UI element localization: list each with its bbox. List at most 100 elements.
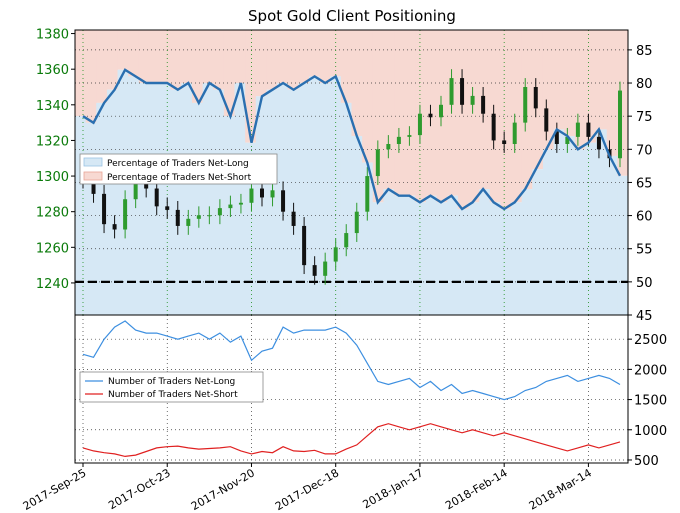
legend-box: [79, 153, 278, 185]
candle: [196, 215, 201, 219]
net-long-band: [213, 89, 225, 316]
candle: [533, 87, 538, 109]
candle: [123, 199, 128, 230]
net-short-band: [245, 30, 257, 143]
pct-tick-label: 70: [636, 143, 653, 158]
net-long-band: [489, 202, 501, 315]
net-short-band: [75, 30, 87, 117]
net-long-band: [617, 175, 629, 315]
pct-tick-label: 55: [636, 243, 653, 258]
net-short-band: [532, 30, 544, 170]
candle: [302, 225, 307, 266]
net-short-band: [287, 30, 299, 90]
net-long-band: [117, 69, 129, 315]
net-long-band: [138, 83, 150, 315]
net-short-band: [96, 30, 108, 103]
net-short-band: [202, 30, 214, 84]
net-short-band: [106, 30, 119, 90]
net-short-band: [372, 30, 384, 203]
candle: [281, 190, 286, 212]
net-short-band: [160, 30, 172, 84]
candle: [91, 179, 96, 194]
price-tick-label: 1240: [36, 277, 69, 292]
candle: [449, 78, 454, 105]
price-tick-label: 1320: [36, 134, 69, 149]
price-tick-label: 1260: [36, 241, 69, 256]
net-long-band: [457, 208, 469, 315]
net-long-band: [425, 195, 438, 315]
net-long-band: [447, 195, 459, 315]
candle: [154, 188, 159, 207]
candle: [133, 181, 138, 200]
count-tick-label: 1500: [634, 394, 667, 409]
candle: [428, 113, 433, 118]
net-short-band: [138, 30, 150, 84]
net-short-band: [585, 30, 597, 143]
net-long-band: [245, 142, 257, 315]
net-long-band: [404, 195, 416, 315]
net-long-band: [298, 83, 310, 315]
net-long-band: [436, 202, 448, 315]
net-short-band: [181, 30, 193, 84]
candle: [470, 95, 475, 105]
x-tick-label: 2018-Mar-14: [527, 466, 594, 512]
count-tick-label: 2000: [634, 363, 667, 378]
net-long-band: [500, 208, 512, 315]
candle: [291, 211, 296, 226]
net-short-band: [447, 30, 459, 196]
chart-title: Spot Gold Client Positioning: [248, 7, 456, 25]
candle: [270, 190, 275, 198]
net-short-band: [351, 30, 363, 137]
pct-tick-label: 85: [636, 44, 653, 59]
net-short-band: [617, 30, 629, 176]
net-short-band: [553, 30, 565, 130]
candle: [491, 113, 496, 141]
x-axis-tick-labels: 2017-Sep-25 2017-Oct-23 2017-Nov-20 2017-De…: [21, 463, 594, 513]
candle: [344, 233, 349, 248]
count-tick-label: 1000: [634, 424, 667, 439]
price-tick-label: 1380: [36, 28, 69, 43]
candle: [165, 206, 170, 210]
net-long-band: [340, 102, 352, 315]
candle: [144, 181, 149, 189]
legend-swatch-net-short: [83, 171, 103, 181]
candle: [375, 149, 380, 177]
candle: [596, 136, 601, 150]
net-short-band: [383, 30, 395, 190]
candle: [544, 108, 549, 132]
lower-frame: [74, 314, 629, 464]
net-long-band: [383, 189, 395, 315]
candle: [323, 261, 328, 276]
x-tick-label: 2017-Oct-23: [106, 466, 172, 512]
candle: [238, 202, 243, 205]
candle: [175, 209, 180, 226]
net-long-band: [202, 83, 214, 315]
net-short-band: [425, 30, 438, 196]
net-long-band: [160, 83, 172, 315]
net-long-band: [319, 83, 331, 315]
pct-tick-label: 50: [636, 276, 653, 291]
net-short-band: [213, 30, 225, 90]
net-short-band: [85, 30, 97, 123]
net-short-band: [362, 30, 374, 163]
candle: [523, 87, 528, 123]
candle: [333, 247, 338, 262]
candle: [396, 136, 401, 144]
net-short-band: [394, 30, 406, 196]
net-short-band: [255, 30, 267, 97]
pct-tick-label: 60: [636, 210, 653, 225]
x-tick-label: 2017-Dec-18: [273, 466, 341, 513]
legend-swatch-net-long: [83, 157, 103, 167]
candle: [386, 144, 391, 150]
pct-tick-label: 80: [636, 77, 653, 92]
net-long-band: [266, 89, 278, 316]
candle: [439, 104, 443, 118]
legend-label: Percentage of Traders Net-Short: [107, 173, 252, 183]
net-short-band: [330, 30, 342, 77]
x-tick-label: 2017-Sep-25: [21, 466, 89, 513]
x-tick-label: 2018-Feb-14: [443, 466, 510, 512]
candle: [249, 188, 254, 203]
net-long-band: [75, 116, 87, 316]
net-short-band: [128, 30, 140, 77]
upper-panel: 1380 1360 1340 1320 1300 1280 1260 1240 85 80 75 70…: [36, 28, 653, 324]
